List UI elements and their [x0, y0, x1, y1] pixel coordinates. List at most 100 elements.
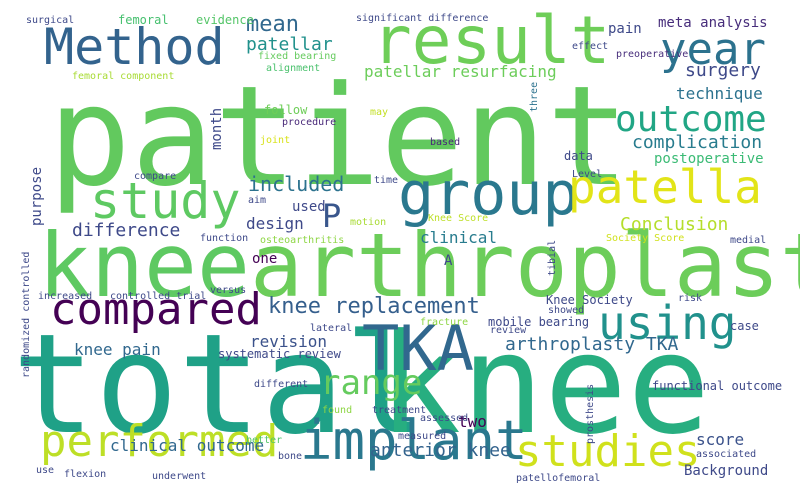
- word: using: [598, 296, 737, 350]
- word: mobile bearing: [488, 315, 590, 329]
- word: meta analysis: [658, 15, 768, 31]
- word: complication: [632, 132, 763, 153]
- word: Background: [684, 463, 769, 479]
- word: pain: [608, 21, 642, 37]
- word: measured: [398, 431, 447, 442]
- word: patient: [48, 56, 630, 217]
- word: clinical outcome: [110, 436, 265, 455]
- word: three: [529, 81, 540, 112]
- word: A: [444, 253, 453, 269]
- word: compare: [134, 171, 177, 182]
- word: knee pain: [74, 340, 161, 359]
- word: included: [248, 172, 345, 196]
- word: fixed bearing: [258, 51, 337, 62]
- word: studies: [515, 426, 701, 477]
- word: performed: [40, 416, 279, 467]
- word: implant: [300, 409, 528, 472]
- word: group: [398, 159, 579, 229]
- word: tibial: [547, 239, 558, 276]
- word: knee replacement: [268, 294, 480, 319]
- word: one: [252, 251, 278, 267]
- word: controlled trial: [110, 291, 207, 302]
- word: range: [320, 363, 423, 403]
- word: anterior knee: [370, 440, 511, 461]
- word: aim: [248, 195, 267, 206]
- word: purpose: [29, 166, 45, 226]
- word: year: [660, 24, 766, 75]
- word: different: [254, 379, 309, 390]
- word: joint: [260, 135, 291, 146]
- word: alignment: [266, 63, 321, 74]
- word: effect: [572, 41, 609, 52]
- word: functional outcome: [652, 379, 783, 393]
- word: treatment: [372, 405, 427, 416]
- word: patellofemoral: [516, 473, 601, 484]
- word: difference: [72, 220, 181, 241]
- word: Conclusion: [620, 214, 729, 235]
- word: time: [374, 175, 399, 186]
- word: flexion: [64, 469, 107, 480]
- word: study: [90, 172, 241, 230]
- word: patellar resurfacing: [364, 62, 557, 81]
- word: femoral component: [72, 71, 175, 82]
- word: preoperative: [616, 49, 689, 60]
- word: found: [322, 405, 353, 416]
- word: patellar: [246, 34, 333, 55]
- word: month: [209, 107, 225, 150]
- word: Society Score: [606, 233, 685, 244]
- word: based: [430, 137, 461, 148]
- word: prosthesis: [585, 383, 596, 444]
- word: femoral: [118, 13, 169, 27]
- word: P: [322, 197, 342, 235]
- word: bone: [278, 451, 303, 462]
- word: used: [292, 199, 326, 215]
- word: compared: [50, 284, 262, 335]
- word: motion: [350, 217, 387, 228]
- word: knee: [38, 214, 250, 317]
- word: clinical: [420, 228, 498, 247]
- word: lateral: [310, 323, 353, 334]
- word: assessed: [420, 413, 469, 424]
- word: technique: [676, 84, 763, 103]
- word: postoperative: [654, 151, 764, 167]
- word: showed: [548, 305, 585, 316]
- word: randomized controlled: [21, 251, 32, 378]
- word: procedure: [282, 117, 337, 128]
- word: patella: [568, 160, 762, 214]
- word: risk: [678, 293, 703, 304]
- word: underwent: [152, 471, 207, 482]
- word: medial: [730, 235, 767, 246]
- word: outcome: [615, 99, 767, 140]
- word: Method: [44, 18, 225, 76]
- word: function: [200, 233, 249, 244]
- word: knee: [378, 304, 711, 465]
- word: surgery: [685, 60, 761, 81]
- word: Knee Score: [428, 213, 489, 224]
- word: Level: [572, 169, 603, 180]
- word: design: [246, 214, 304, 233]
- word: review: [490, 325, 527, 336]
- word: better: [246, 435, 283, 446]
- word: osteoarthritis: [260, 235, 345, 246]
- word: revision: [250, 332, 328, 351]
- word: TKA: [362, 312, 474, 385]
- word: case: [730, 319, 759, 333]
- word: increased: [38, 291, 93, 302]
- word: evidence: [196, 13, 254, 27]
- word: total: [12, 304, 428, 465]
- word: may: [370, 107, 389, 118]
- word: surgical: [26, 15, 75, 26]
- word: associated: [696, 449, 757, 460]
- word: result: [372, 2, 611, 79]
- word: data: [564, 149, 593, 163]
- word: Knee Society: [546, 293, 633, 307]
- word: fracture: [420, 317, 469, 328]
- word: arthroplasty: [250, 214, 800, 317]
- word: two: [458, 412, 487, 431]
- word: follow: [264, 103, 308, 117]
- word: score: [696, 430, 745, 449]
- word: arthroplasty TKA: [505, 334, 679, 355]
- word: systematic review: [218, 347, 341, 361]
- word: mean: [246, 12, 299, 37]
